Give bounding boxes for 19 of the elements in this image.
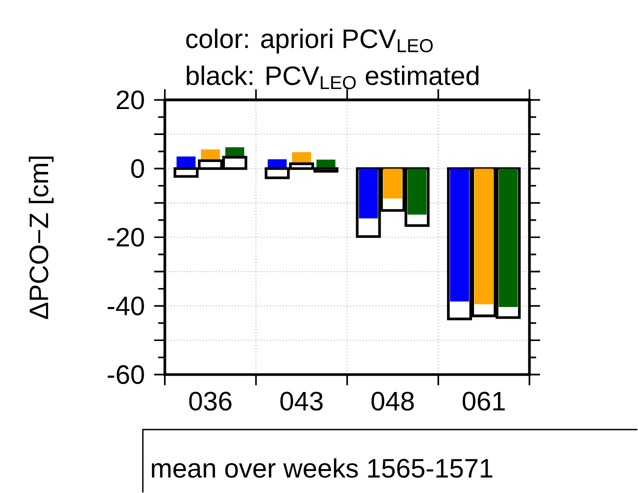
x-tick-label: 043 [280,392,323,411]
bar [383,168,402,198]
x-tick-label: 061 [462,392,505,411]
bar [474,168,494,304]
y-tick-label: -20 [108,228,144,247]
y-tick-label: 0 [131,159,144,178]
y-tick-label: 20 [116,90,144,110]
chart-subtitle: black: PCV$_{LEO}$ estimated [186,66,478,90]
x-tick-label: 036 [189,392,232,411]
chart-title: color: apriori PCV$_{LEO}$ [186,28,433,54]
y-tick-label: -40 [108,296,144,316]
bar [498,168,518,307]
x-tick-label: 048 [372,392,414,411]
bar [358,168,378,218]
y-tick-label: -60 [108,365,144,384]
bar [408,168,427,215]
bar [450,168,470,302]
y-axis-title: ΔPCO−Z [cm] [28,156,54,319]
text: mean over weeks 1565-1571 [152,458,492,478]
